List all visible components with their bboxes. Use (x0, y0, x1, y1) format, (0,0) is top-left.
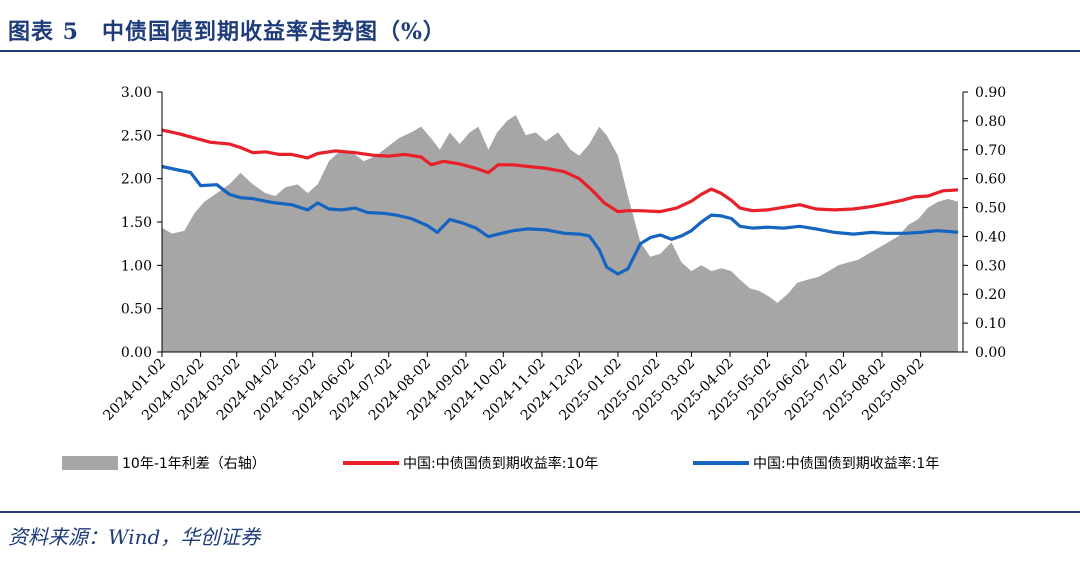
left-tick-label: 2.50 (121, 128, 152, 144)
right-tick-label: 0.20 (975, 287, 1006, 303)
yield-chart: 0.00 0.50 1.00 1.50 2.00 2.50 3.00 0.00 0.10 0.20… (62, 85, 1006, 472)
source-note: 资料来源：Wind，华创证券 (8, 525, 261, 549)
right-tick-label: 0.80 (975, 114, 1006, 130)
yield-line-layer (161, 128, 959, 276)
left-tick-label: 1.00 (121, 258, 152, 274)
legend-layer: 10年-1年利差（右轴） 中国:中债国债到期收益率:10年 中国:中债国债到期收益率… (62, 455, 939, 472)
right-tick-label: 0.10 (975, 316, 1006, 332)
right-tick-label: 0.40 (975, 229, 1006, 245)
chart-title: 图表 5 中债国债到期收益率走势图（%） (8, 19, 446, 45)
yield-1y-line (161, 164, 959, 276)
legend-swatch-spread (62, 456, 118, 470)
footer-divider (0, 511, 1080, 513)
right-tick-label: 0.70 (975, 143, 1006, 159)
legend-label: 中国:中债国债到期收益率:10年 (403, 455, 598, 472)
legend-label: 中国:中债国债到期收益率:1年 (753, 455, 939, 472)
right-tick-label: 0.50 (975, 201, 1006, 217)
title-divider (0, 50, 1080, 52)
legend-label: 10年-1年利差（右轴） (122, 456, 266, 472)
yield-10y-line (161, 128, 959, 214)
left-tick-label: 0.00 (121, 345, 152, 361)
left-tick-label: 0.50 (121, 302, 152, 318)
right-tick-label: 0.60 (975, 172, 1006, 188)
left-tick-label: 2.00 (121, 172, 152, 188)
right-tick-label: 0.90 (975, 85, 1006, 101)
left-tick-label: 1.50 (121, 215, 152, 231)
right-tick-label: 0.30 (975, 258, 1006, 274)
left-tick-label: 3.00 (121, 85, 152, 101)
right-tick-label: 0.00 (975, 345, 1006, 361)
